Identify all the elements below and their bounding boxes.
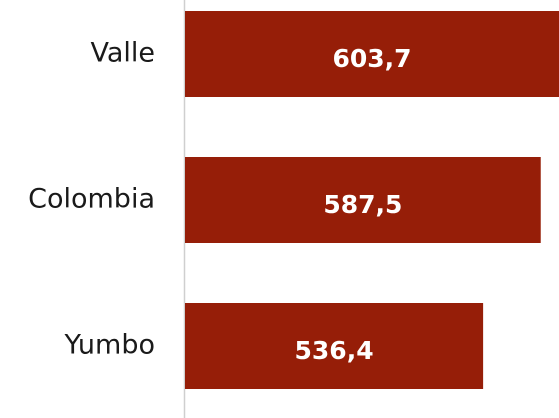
bar (185, 157, 541, 243)
category-label: Yumbo (64, 330, 155, 361)
value-label: 587,5 (323, 190, 402, 219)
value-label: 603,7 (332, 44, 411, 73)
bar (185, 303, 484, 389)
category-label: Valle (90, 38, 155, 69)
category-label: Colombia (28, 184, 155, 215)
bar (185, 11, 559, 97)
value-label: 536,4 (295, 336, 374, 365)
